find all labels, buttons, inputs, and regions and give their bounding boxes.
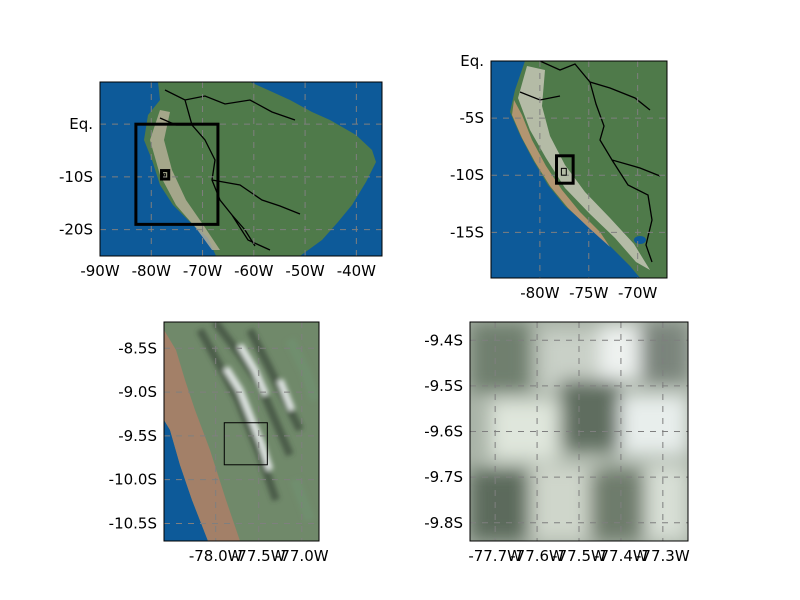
axes-frame xyxy=(490,60,668,279)
x-tick-label: -75W xyxy=(569,284,608,302)
y-tick-label: -9.0S xyxy=(118,383,157,401)
x-tick-label: -50W xyxy=(285,262,324,280)
terrain-patch xyxy=(640,322,688,382)
terrain-patch xyxy=(470,322,530,392)
inset-box xyxy=(160,169,171,181)
inset-box xyxy=(134,122,220,226)
graticule xyxy=(164,322,319,541)
inset-box xyxy=(223,422,268,466)
y-tick-label: -10S xyxy=(450,166,484,184)
terrain-patch xyxy=(620,395,688,455)
tick-labels: -78.0W-77.5W-77.0W -8.5S -9.0S -9.5S -10.0S -… xyxy=(109,339,329,565)
inset-box xyxy=(163,173,167,177)
tick-labels: -90W -80W -70W -60W -50W -40W Eq. -10S -20S xyxy=(59,115,376,280)
graticule xyxy=(470,322,688,541)
terrain-patch xyxy=(530,465,600,541)
map-panel-south-america: -90W -80W -70W -60W -50W -40W Eq. -10S -20S xyxy=(59,81,383,280)
y-tick-label: -9.8S xyxy=(424,514,463,532)
x-tick-label: -78.0W xyxy=(189,547,243,565)
inset-boxes xyxy=(134,122,220,226)
y-tick-label: -9.4S xyxy=(424,331,463,349)
graticule xyxy=(100,82,382,256)
x-tick-label: -90W xyxy=(80,262,119,280)
inset-box xyxy=(555,154,575,185)
tick-labels: -77.7W-77.6W-77.5W-77.4W-77.3W -9.4S -9.5S… xyxy=(424,331,690,565)
x-tick-label: -40W xyxy=(337,262,376,280)
terrain-patch xyxy=(490,400,560,460)
inset-boxes xyxy=(555,154,575,185)
x-tick-label: -80W xyxy=(520,284,559,302)
y-tick-label: Eq. xyxy=(460,52,484,70)
graticule xyxy=(491,61,667,278)
terrain-patch xyxy=(645,465,688,541)
axes-frame xyxy=(163,321,320,542)
map-panel-ancash: -78.0W-77.5W-77.0W -8.5S -9.0S -9.5S -10.0S -… xyxy=(109,321,329,565)
y-tick-label: -9.7S xyxy=(424,468,463,486)
x-tick-label: -77.5W xyxy=(552,547,606,565)
terrain-patch xyxy=(590,470,645,541)
inset-boxes xyxy=(223,422,268,466)
andes-relief xyxy=(518,66,650,270)
terrain-patch xyxy=(470,470,530,541)
x-tick-label: -77.3W xyxy=(636,547,690,565)
y-tick-label: -10.0S xyxy=(109,471,157,489)
ocean-area xyxy=(164,420,208,541)
national-borders xyxy=(519,61,661,263)
axes-frame xyxy=(99,81,383,257)
axes-frame xyxy=(469,321,689,542)
lake-titicaca xyxy=(634,236,646,244)
y-tick-label: -9.6S xyxy=(424,423,463,441)
tick-labels: -80W -75W -70W Eq. -5S -10S -15S xyxy=(450,52,658,302)
map-panel-detail: -77.7W-77.6W-77.5W-77.4W-77.3W -9.4S -9.5S… xyxy=(424,321,690,565)
map-panel-peru: -80W -75W -70W Eq. -5S -10S -15S xyxy=(450,52,668,302)
valley-green xyxy=(285,337,319,522)
x-tick-label: -70W xyxy=(618,284,657,302)
coastal-desert xyxy=(512,100,610,247)
x-tick-label: -60W xyxy=(234,262,273,280)
y-tick-label: -5S xyxy=(460,109,484,127)
inset-box xyxy=(560,167,567,176)
y-tick-label: Eq. xyxy=(69,115,93,133)
x-tick-label: -77.4W xyxy=(594,547,648,565)
y-tick-label: -9.5S xyxy=(118,427,157,445)
terrain-patch xyxy=(560,380,620,450)
y-tick-label: -9.5S xyxy=(424,377,463,395)
y-tick-label: -8.5S xyxy=(118,339,157,357)
x-tick-label: -77.6W xyxy=(510,547,564,565)
x-tick-label: -77.5W xyxy=(232,547,286,565)
y-tick-label: -10S xyxy=(59,168,93,186)
y-tick-label: -15S xyxy=(450,223,484,241)
x-tick-label: -77.0W xyxy=(275,547,329,565)
y-tick-label: -10.5S xyxy=(109,514,157,532)
x-tick-label: -80W xyxy=(132,262,171,280)
x-tick-label: -77.7W xyxy=(468,547,522,565)
snow-peaks xyxy=(223,343,296,472)
x-tick-label: -70W xyxy=(183,262,222,280)
y-tick-label: -20S xyxy=(59,221,93,239)
